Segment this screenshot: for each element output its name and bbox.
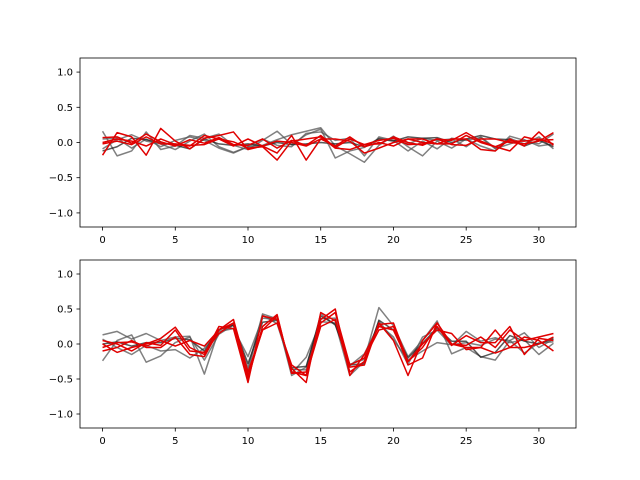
x-tick-label: 10 [242, 235, 255, 246]
x-tick-label: 15 [314, 436, 327, 447]
series-line-3 [102, 315, 554, 369]
series-line-2 [102, 131, 554, 157]
x-tick-label: 25 [460, 235, 473, 246]
series-line-6 [102, 311, 554, 380]
x-tick-label: 0 [99, 436, 105, 447]
series-line-7 [102, 131, 554, 161]
y-tick-label: 1.0 [57, 68, 73, 79]
y-tick-label: 0.5 [57, 103, 73, 114]
x-tick-label: 5 [172, 436, 178, 447]
y-tick-label: 0.0 [57, 340, 73, 351]
x-tick-label: 20 [387, 436, 400, 447]
x-tick-label: 20 [387, 235, 400, 246]
x-tick-label: 0 [99, 235, 105, 246]
x-tick-label: 15 [314, 235, 327, 246]
x-tick-label: 5 [172, 235, 178, 246]
y-tick-label: 0.0 [57, 138, 73, 149]
x-tick-label: 30 [533, 235, 546, 246]
y-tick-label: 0.5 [57, 305, 73, 316]
y-tick-label: −0.5 [49, 173, 73, 184]
y-tick-label: −1.0 [49, 208, 73, 219]
y-tick-label: −0.5 [49, 375, 73, 386]
y-tick-label: 1.0 [57, 270, 73, 281]
series-line-5 [102, 308, 554, 377]
x-tick-label: 30 [533, 436, 546, 447]
series-group [101, 306, 554, 384]
x-tick-label: 25 [460, 436, 473, 447]
x-tick-label: 10 [242, 436, 255, 447]
top-subplot: 0 5 10 15 20 25 30 −1.0 −0.5 0.0 0.5 1.0 [49, 57, 577, 246]
series-group [101, 126, 554, 163]
y-tick-label: −1.0 [49, 410, 73, 421]
series-line-7 [102, 318, 554, 377]
bottom-subplot: 0 5 10 15 20 25 30 −1.0 −0.5 0.0 0.5 1.0 [49, 259, 577, 447]
